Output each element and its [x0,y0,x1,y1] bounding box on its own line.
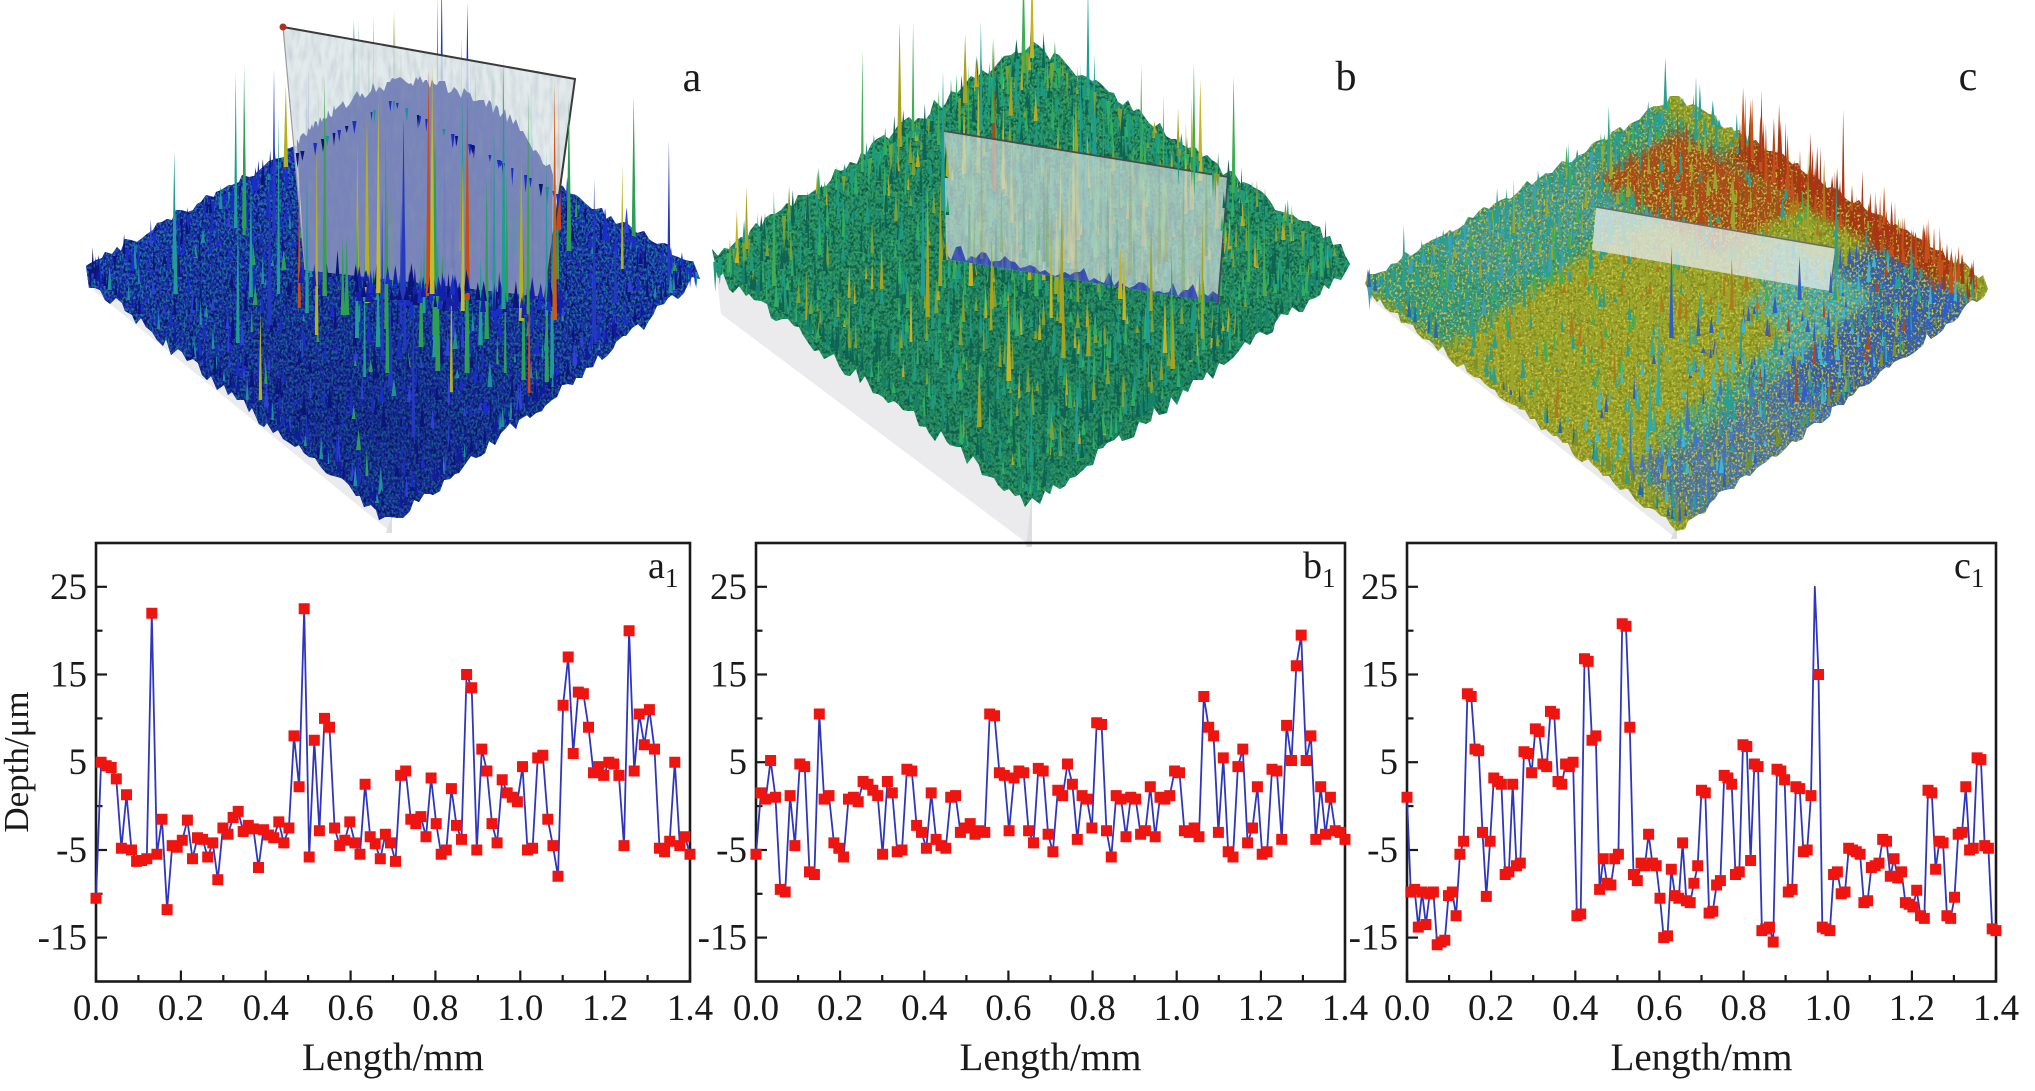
svg-text:1.4: 1.4 [1973,988,2019,1029]
svg-text:15: 15 [1361,655,1398,696]
svg-text:b1: b1 [1303,545,1336,593]
svg-text:5: 5 [69,742,88,783]
svg-text:25: 25 [710,567,747,608]
svg-text:1.2: 1.2 [1889,988,1935,1029]
svg-text:1.4: 1.4 [1322,988,1368,1029]
svg-text:0.6: 0.6 [1636,988,1682,1029]
svg-text:0.0: 0.0 [1384,988,1430,1029]
svg-text:0.4: 0.4 [901,988,947,1029]
svg-text:15: 15 [50,655,87,696]
svg-text:0.4: 0.4 [1552,988,1598,1029]
svg-text:-5: -5 [1367,830,1398,871]
svg-text:1.0: 1.0 [1805,988,1851,1029]
svg-text:a: a [683,55,702,101]
svg-text:1.4: 1.4 [667,988,713,1029]
svg-text:1.2: 1.2 [582,988,628,1029]
svg-text:0.6: 0.6 [985,988,1031,1029]
svg-text:Length/mm: Length/mm [1611,1036,1793,1079]
svg-text:-15: -15 [1349,918,1398,959]
svg-text:25: 25 [50,567,87,608]
svg-text:15: 15 [710,655,747,696]
svg-text:0.6: 0.6 [327,988,373,1029]
svg-text:1.0: 1.0 [1154,988,1200,1029]
svg-text:-5: -5 [716,830,747,871]
svg-text:5: 5 [729,742,748,783]
svg-text:b: b [1336,54,1357,100]
svg-text:5: 5 [1380,742,1399,783]
svg-text:0.4: 0.4 [243,988,289,1029]
svg-text:0.0: 0.0 [73,988,119,1029]
svg-text:Length/mm: Length/mm [960,1036,1142,1079]
svg-text:1.0: 1.0 [497,988,543,1029]
svg-text:25: 25 [1361,567,1398,608]
svg-text:c1: c1 [1954,545,1984,593]
svg-text:0.2: 0.2 [158,988,204,1029]
svg-text:-15: -15 [698,918,747,959]
svg-text:Depth/μm: Depth/μm [0,691,36,832]
svg-text:0.8: 0.8 [1720,988,1766,1029]
svg-text:0.2: 0.2 [817,988,863,1029]
svg-text:-5: -5 [56,830,87,871]
svg-text:1.2: 1.2 [1238,988,1284,1029]
svg-text:Length/mm: Length/mm [302,1036,484,1079]
svg-text:-15: -15 [38,918,87,959]
svg-text:0.2: 0.2 [1468,988,1514,1029]
svg-text:c: c [1959,54,1978,100]
svg-text:a1: a1 [648,545,678,593]
svg-text:0.8: 0.8 [412,988,458,1029]
svg-text:0.0: 0.0 [733,988,779,1029]
svg-text:0.8: 0.8 [1069,988,1115,1029]
